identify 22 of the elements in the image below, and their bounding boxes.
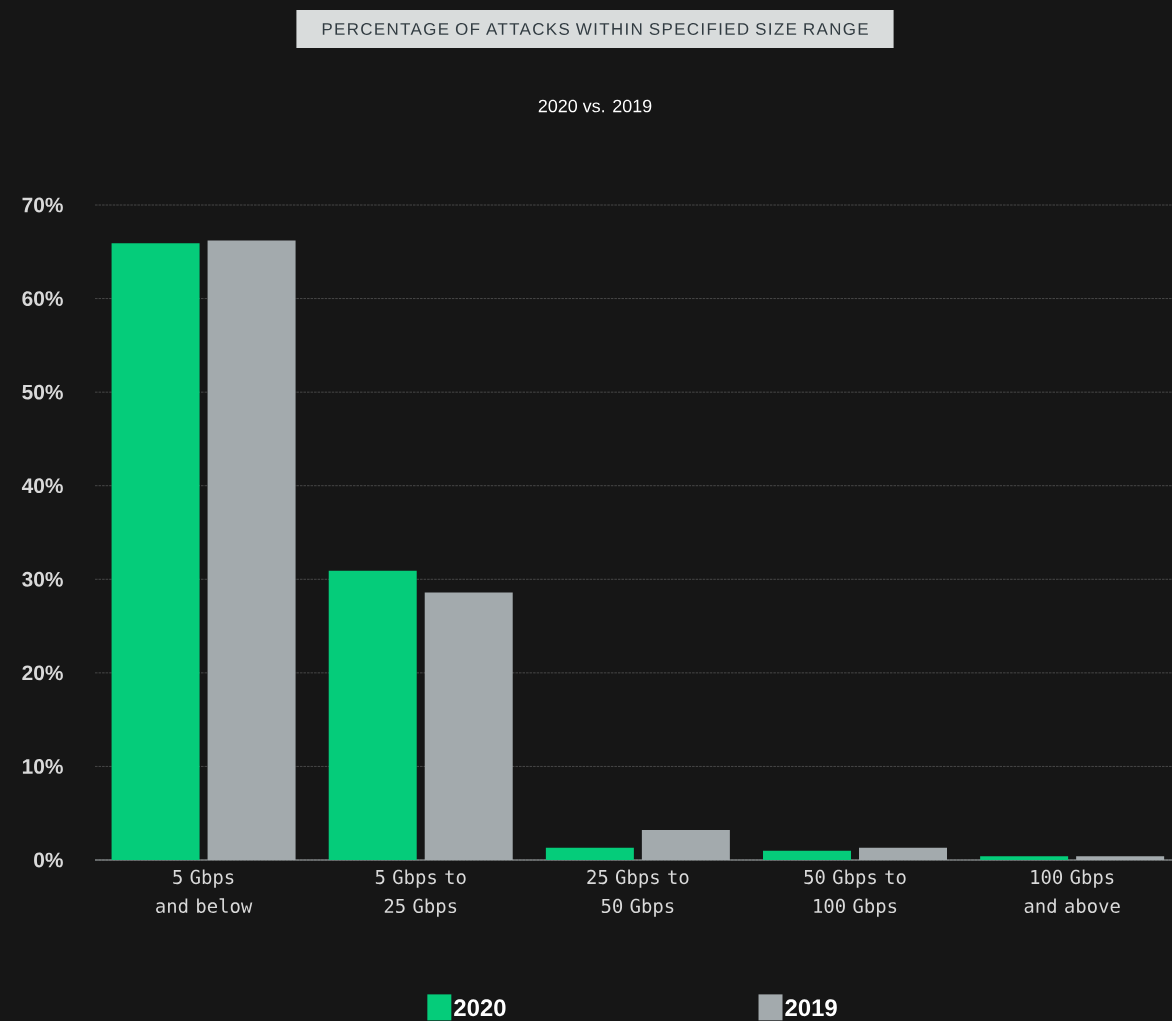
y-tick-label: 20%: [22, 665, 63, 681]
y-tick-label: 30%: [22, 571, 63, 587]
y-tick-label: 50%: [22, 384, 63, 400]
bar: [763, 850, 852, 860]
bar: [980, 856, 1069, 860]
y-tick-label: 10%: [22, 759, 63, 774]
x-tick-label: 5 Gbps and below: [156, 869, 253, 914]
legend-label: 2020: [454, 999, 506, 1017]
y-tick-label: 40%: [21, 478, 63, 494]
chart-title: PERCENTAGE OF ATTACKS WITHIN SPECIFIED SIZE RANGE: [322, 22, 868, 35]
x-tick-label: 25 Gbps to 50 Gbps: [587, 869, 689, 917]
legend-label: 2019: [785, 999, 837, 1017]
y-tick-label: 60%: [22, 291, 63, 306]
y-tick-label: 70%: [22, 197, 63, 213]
bar: [545, 847, 634, 860]
x-tick-label: 50 Gbps to 100 Gbps: [804, 869, 906, 917]
y-tick-label: 0%: [34, 852, 63, 868]
chart-subtitle: 2020 vs. 2019: [538, 99, 652, 113]
bar: [328, 570, 417, 860]
x-tick-label: 5 Gbps to 25 Gbps: [375, 869, 466, 917]
x-tick-label: 100 Gbps and above: [1024, 869, 1120, 914]
bar: [111, 243, 200, 860]
